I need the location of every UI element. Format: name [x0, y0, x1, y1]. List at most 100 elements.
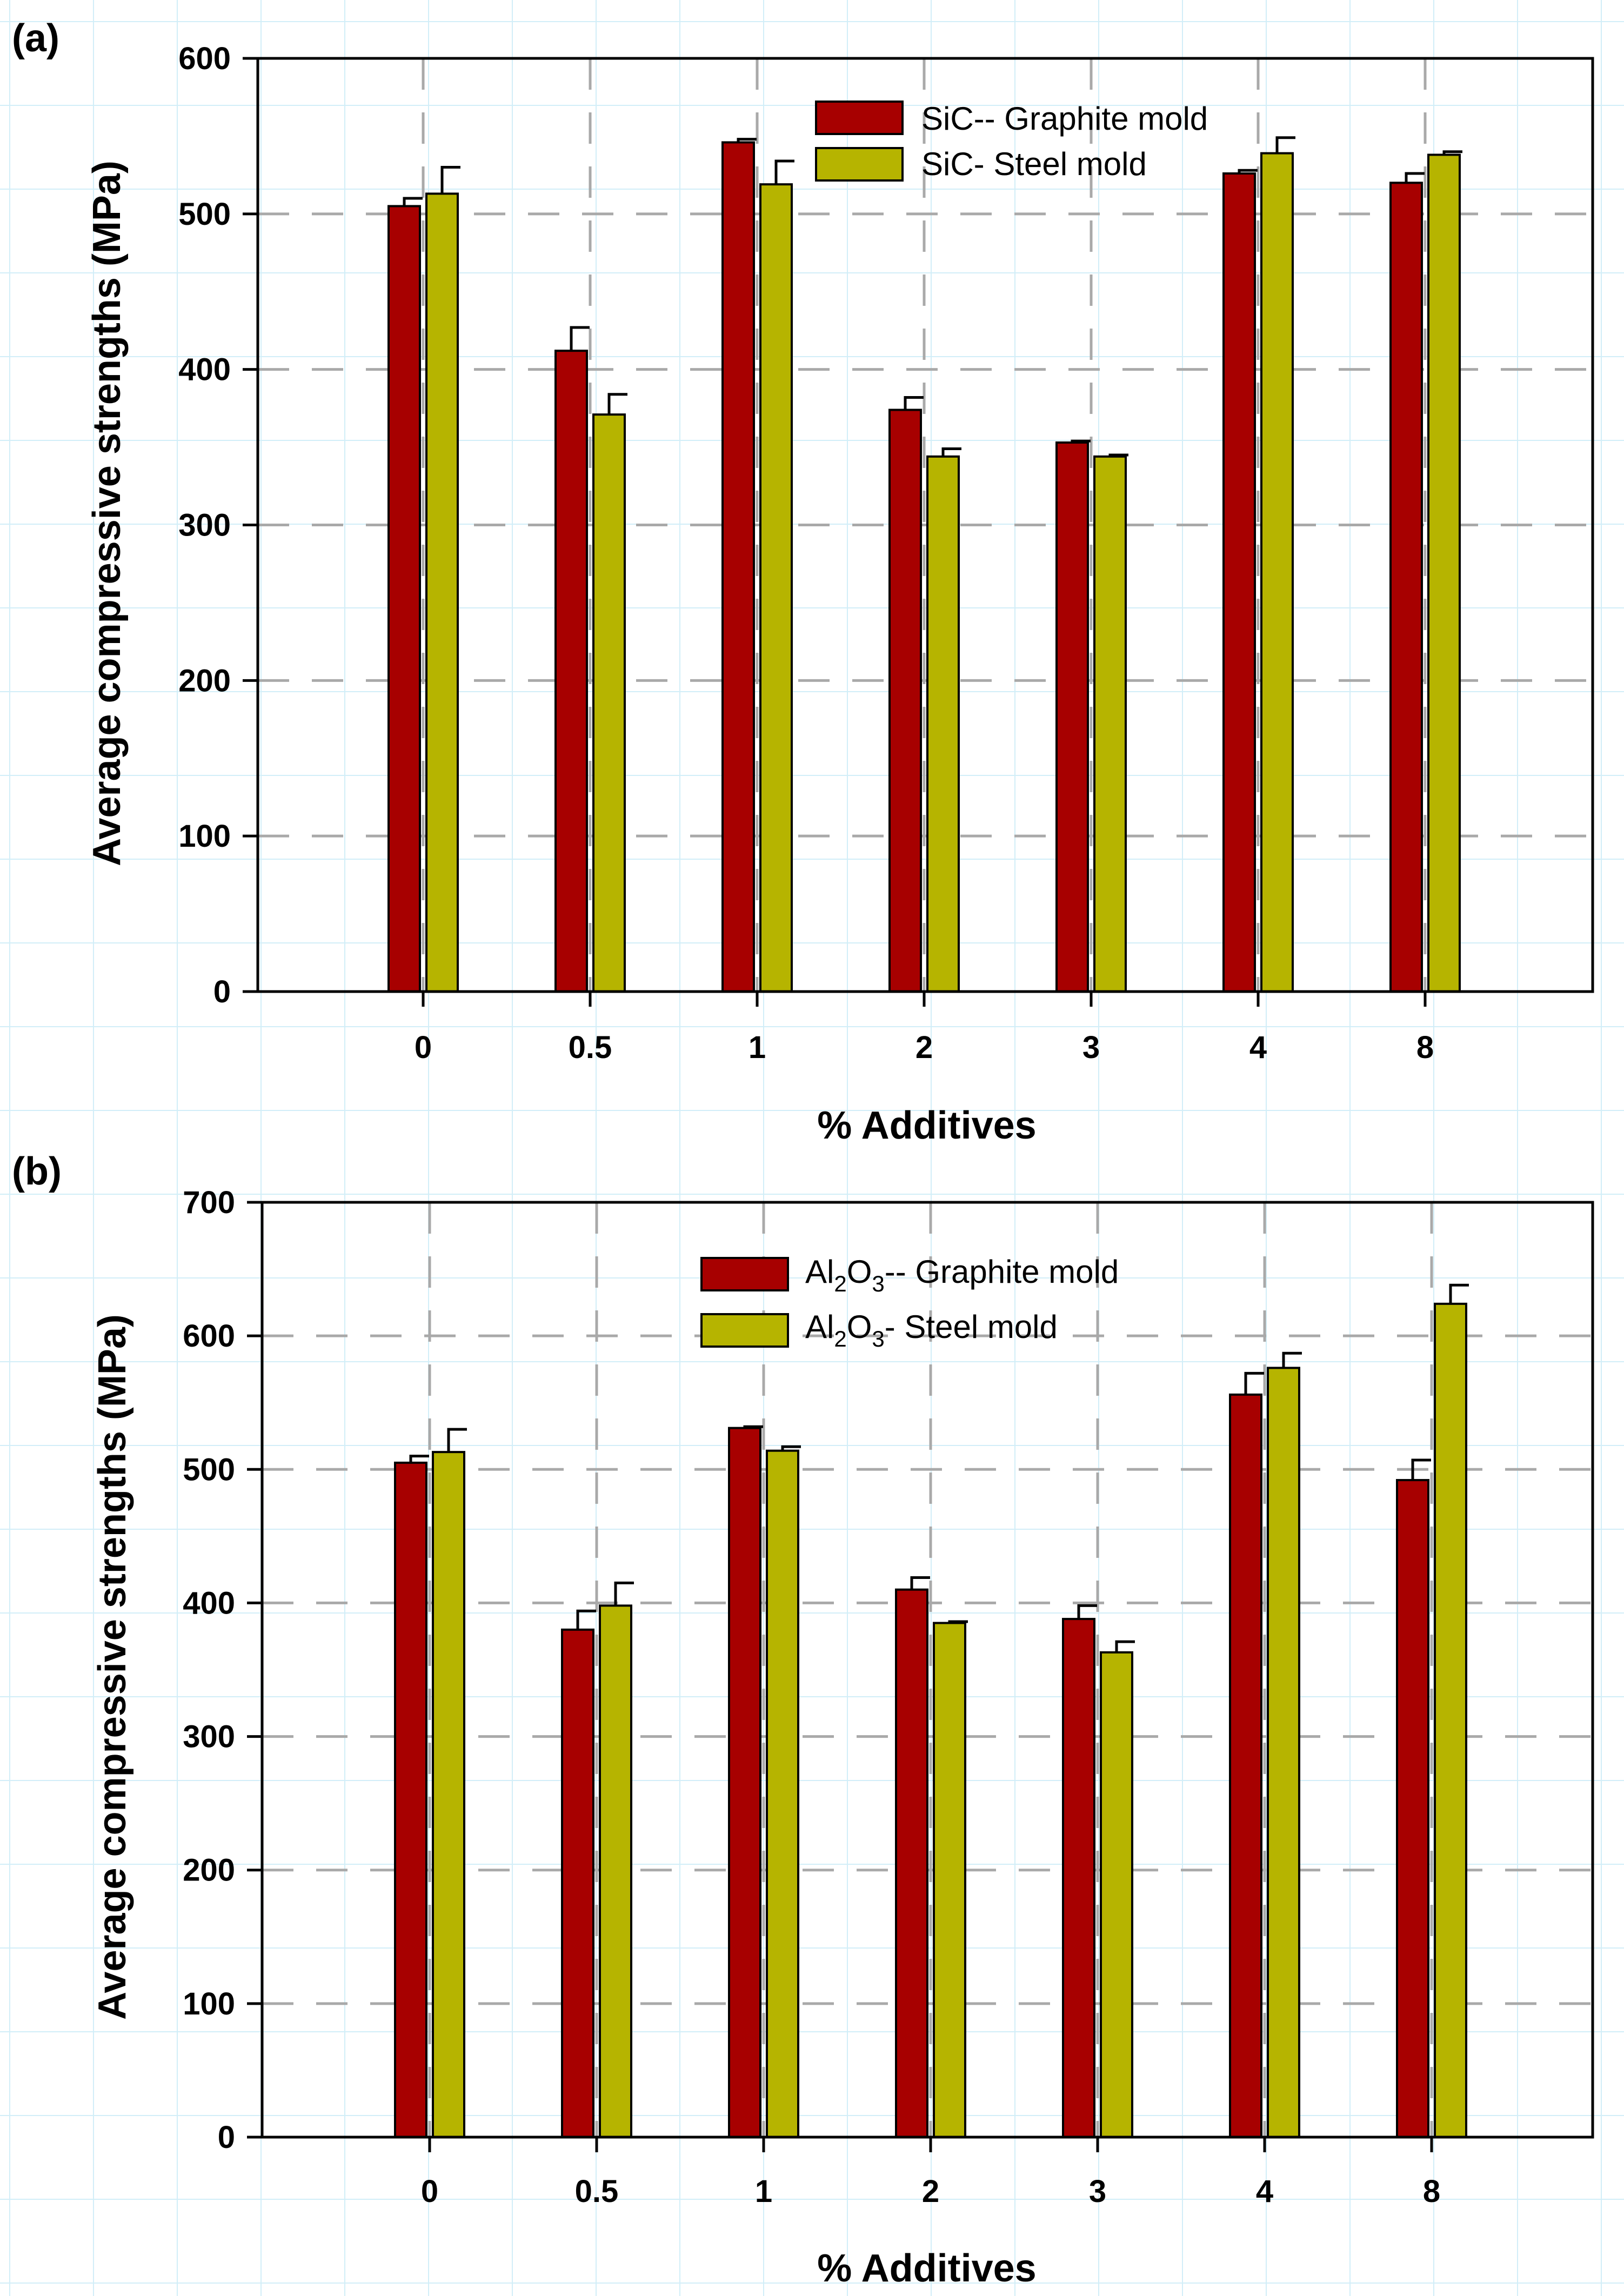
panel-a-y-tick-label: 100 — [178, 819, 231, 854]
panel-b-bar-graphite-0 — [394, 1461, 427, 2138]
panel-b-errorbar-graphite-8 — [1411, 1458, 1431, 1481]
panel-a-bar-steel-4 — [1260, 152, 1294, 993]
panel-b-x-tick-label: 1 — [755, 2174, 772, 2209]
panel-a-bar-steel-0 — [425, 192, 459, 993]
panel-b-x-tick-label: 3 — [1089, 2174, 1106, 2209]
panel-a-bar-graphite-0 — [387, 205, 421, 993]
panel-b-errorbar-graphite-2 — [910, 1576, 930, 1590]
panel-a-bar-steel-3 — [1093, 455, 1127, 993]
panel-a-errorbar-graphite-0 — [403, 197, 423, 206]
panel-b-errorbar-graphite-0.5 — [576, 1609, 596, 1630]
panel-a-bar-graphite-0.5 — [554, 350, 588, 993]
panel-a-legend-label-graphite: SiC-- Graphite mold — [921, 101, 1208, 137]
panel-b-bar-steel-0 — [432, 1451, 465, 2139]
panel-b-x-tick-label: 2 — [922, 2174, 939, 2209]
panel-a-label: (a) — [12, 17, 59, 60]
panel-b-bar-graphite-1 — [728, 1427, 761, 2138]
panel-b-gridlines — [262, 1202, 1593, 2137]
panel-b-errorbar-steel-1 — [781, 1445, 801, 1451]
panel-a-errorbar-steel-0 — [440, 165, 460, 194]
panel-b-bar-steel-2 — [933, 1622, 966, 2138]
panel-b-errorbar-steel-2 — [948, 1620, 968, 1623]
panel-a-x-tick-label: 0 — [415, 1030, 432, 1065]
panel-b-bar-steel-1 — [766, 1449, 799, 2139]
panel-a-errorbar-steel-2 — [941, 447, 961, 457]
panel-a-y-tick-label: 600 — [178, 41, 231, 76]
panel-b-y-tick-label: 700 — [183, 1185, 235, 1220]
panel-b-plot-frame — [260, 1201, 1594, 2139]
panel-b-legend-label-steel: Al2O3- Steel mold — [805, 1309, 1058, 1351]
panel-a-gridlines — [258, 58, 1593, 992]
panel-a-y-tick-label: 200 — [178, 663, 231, 698]
panel-a-bar-steel-0.5 — [592, 413, 626, 993]
panel-a-legend-swatch-graphite — [815, 101, 904, 135]
panel-b-x-tick-label: 4 — [1256, 2174, 1273, 2209]
panel-b-errorbar-graphite-4 — [1244, 1371, 1264, 1395]
panel-b-bar-graphite-4 — [1229, 1393, 1262, 2138]
panel-b-y-tick-label: 500 — [183, 1452, 235, 1487]
panel-b-errorbar-steel-3 — [1115, 1640, 1135, 1652]
panel-a-errorbar-graphite-0.5 — [570, 326, 590, 351]
panel-a-errorbar-steel-3 — [1108, 453, 1128, 457]
panel-a-y-tick-label: 300 — [178, 508, 231, 543]
panel-b-y-tick-label: 400 — [183, 1585, 235, 1621]
panel-a-bar-graphite-8 — [1389, 182, 1423, 993]
panel-b-tick-labels: 0 100 200 300 400 500 600 700 0 0.5 1 2 3 4 8 — [183, 1185, 1440, 2209]
panel-b-errorbar-graphite-3 — [1077, 1604, 1097, 1619]
panel-b-errorbar-graphite-1 — [743, 1425, 763, 1428]
panel-a-legend-swatch-steel — [815, 147, 904, 182]
panel-a-errorbar-steel-0.5 — [607, 393, 627, 415]
panel-a-errorbar-graphite-8 — [1405, 172, 1425, 183]
panel-b-x-tick-label: 8 — [1423, 2174, 1440, 2209]
panel-b-errorbar-steel-0.5 — [614, 1581, 634, 1606]
panel-a-y-tick-label: 500 — [178, 197, 231, 232]
panel-b-errorbar-steel-0 — [447, 1428, 467, 1452]
panel-b-bar-steel-8 — [1434, 1302, 1467, 2138]
panel-a-x-tick-label: 1 — [748, 1030, 766, 1065]
panel-a-errorbar-graphite-1 — [737, 138, 757, 143]
panel-b-errorbar-steel-8 — [1449, 1283, 1469, 1304]
panel-b-errorbar-steel-4 — [1282, 1351, 1302, 1368]
panel-b-y-tick-label: 300 — [183, 1719, 235, 1755]
panel-b-bar-steel-0.5 — [599, 1604, 632, 2138]
panel-a-y-tick-label: 400 — [178, 352, 231, 387]
panel-b-y-tick-label: 200 — [183, 1853, 235, 1888]
panel-a-errorbar-steel-8 — [1442, 150, 1462, 155]
panel-b-legend-label-graphite: Al2O3-- Graphite mold — [805, 1254, 1119, 1296]
panel-a-legend-label-steel: SiC- Steel mold — [921, 146, 1147, 182]
panel-a-legend: SiC-- Graphite mold SiC- Steel mold — [815, 101, 1208, 182]
panel-a-y-tick-label: 0 — [213, 974, 231, 1009]
panel-a-bar-steel-2 — [926, 455, 960, 993]
panel-a-x-tick-label: 3 — [1082, 1030, 1100, 1065]
panel-b-y-tick-label: 100 — [183, 1986, 235, 2021]
panel-a-bars — [387, 136, 1462, 993]
panel-a-axes — [243, 57, 1594, 1007]
panel-a-x-tick-label: 4 — [1249, 1030, 1267, 1065]
panel-a-x-axis-title: % Additives — [817, 1104, 1036, 1147]
panel-b-bar-graphite-0.5 — [561, 1628, 594, 2139]
panel-b-legend-swatch-steel — [700, 1313, 789, 1348]
panel-a-errorbar-steel-1 — [774, 159, 794, 185]
panel-a-x-tick-label: 0.5 — [569, 1030, 612, 1065]
panel-a-tick-labels: 0 100 200 300 400 500 600 0 0.5 1 2 3 4 8 — [178, 41, 1434, 1065]
panel-a-bar-steel-1 — [759, 183, 793, 993]
panel-b-chart: (b) 0 100 200 300 400 500 600 700 0 0.5 1 2 3 4 8 % Ad… — [12, 1150, 1594, 2290]
panel-a-x-tick-label: 2 — [915, 1030, 933, 1065]
panel-a-errorbar-graphite-4 — [1238, 169, 1258, 173]
panel-b-bar-steel-4 — [1267, 1367, 1300, 2138]
panel-b-x-tick-label: 0.5 — [575, 2174, 619, 2209]
panel-a-bar-graphite-1 — [721, 141, 755, 993]
panel-b-y-tick-label: 600 — [183, 1318, 235, 1354]
panel-b-bar-graphite-8 — [1396, 1479, 1429, 2138]
panel-b-y-tick-label: 0 — [218, 2120, 235, 2155]
panel-a-bar-graphite-2 — [888, 409, 922, 993]
panel-a-x-tick-label: 8 — [1416, 1030, 1434, 1065]
panel-a-chart: (a) 0 100 200 300 400 500 600 0 0.5 1 2 3 4 8 % Addit… — [12, 17, 1594, 1147]
panel-b-x-axis-title: % Additives — [817, 2247, 1036, 2290]
panel-a-y-axis-title: Average compressive strengths (MPa) — [85, 160, 129, 866]
panel-b-errorbar-graphite-0 — [409, 1455, 429, 1463]
panel-b-bars — [394, 1283, 1469, 2139]
panel-b-legend: Al2O3-- Graphite mold Al2O3- Steel mold — [700, 1254, 1119, 1351]
